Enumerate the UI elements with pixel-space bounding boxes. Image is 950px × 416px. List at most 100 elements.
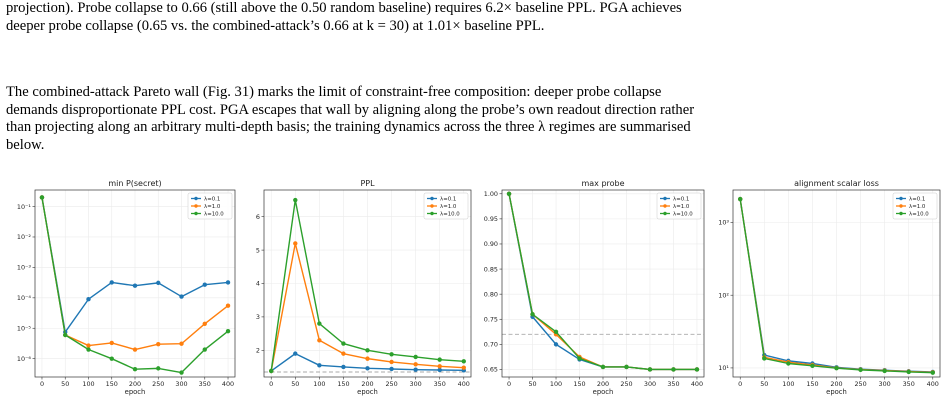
data-point [389,366,394,372]
x-axis-label: epoch [593,388,614,396]
legend-marker [194,211,198,216]
training-dynamics-figure: min P(secret) 0 50 100 150 200 250 300 350 400 epo… [0,178,950,416]
y-tick-label: 0.80 [484,290,498,298]
y-tick-label: 3 [256,313,260,321]
legend-label: λ=1.0 [204,204,221,210]
data-point [202,347,207,352]
data-point [109,280,114,285]
y-tick-label: 4 [256,280,260,288]
legend-label: λ=10.0 [909,211,929,217]
x-tick-label: 300 [879,380,891,388]
y-tick-label: 1.00 [484,190,498,198]
data-point [132,367,138,372]
figure-svg: min P(secret)0 50 100 150 200 250 300 350 400epo… [17,179,941,396]
legend-label: λ=1.0 [673,204,690,210]
y-tick-label: 0.90 [484,240,498,248]
y-tick-label: 10² [718,291,729,299]
x-tick-label: 250 [385,380,397,388]
data-point [132,347,138,352]
data-point [86,297,91,302]
chart-panel-4: alignment scalar loss 0 50 100 150 200 250 300 3… [718,179,941,396]
data-point [179,370,184,375]
data-point [365,366,370,371]
y-tick-label: 10⁻³ [17,264,32,272]
data-point [63,332,68,338]
legend-marker [430,196,434,201]
x-tick-label: 0 [738,380,742,388]
data-point [317,338,322,343]
x-axis-label: epoch [826,388,847,396]
data-point [317,363,322,368]
data-point [930,370,935,375]
data-point [506,191,512,196]
x-tick-label: 0 [269,380,273,388]
data-point [156,366,161,371]
data-point [293,241,298,246]
data-point [413,362,418,367]
data-point [461,359,466,364]
data-point [202,282,207,287]
data-point [786,361,791,366]
legend-label: λ=0.1 [673,196,689,202]
x-tick-label: 350 [199,380,211,388]
paragraph-line: than projecting along an arbitrary multi… [6,119,691,135]
x-tick-label: 200 [830,380,842,388]
data-point [39,195,45,200]
legend-label: λ=0.1 [204,196,220,202]
legend-box [656,192,702,220]
data-point [132,283,138,288]
data-point [694,367,700,372]
data-point [365,356,370,361]
legend-marker [899,204,903,208]
legend-box [892,192,938,220]
paragraph-line: projection). Probe collapse to 0.66 (sti… [6,0,682,16]
legend-label: λ=10.0 [673,211,693,217]
x-tick-label: 200 [361,380,373,388]
x-tick-label: 50 [760,380,768,388]
data-point [553,342,559,347]
legend-label: λ=0.1 [909,196,925,202]
data-point [109,340,114,346]
legend-label: λ=1.0 [909,204,926,210]
data-point [389,359,394,365]
x-tick-label: 100 [550,380,562,388]
data-point [624,364,629,370]
y-tick-label: 0.95 [484,215,498,223]
data-point [858,367,863,373]
legend-marker [899,211,903,216]
x-tick-label: 100 [82,380,94,388]
x-axis-label: epoch [357,388,378,396]
chart-panel-1: min P(secret) 0 50 100 150 200 250 300 350 400 epo… [17,179,236,396]
data-point [389,352,394,357]
y-tick-label: 10⁻⁴ [17,294,32,302]
x-tick-label: 100 [313,380,325,388]
y-tick-label: 0.75 [484,315,498,323]
y-tick-label: 10¹ [718,364,729,372]
data-point [341,341,346,346]
chart-panel-3: max probe 0 50 100 150 200 250 300 350 400 epoch 0.… [484,179,705,396]
y-tick-label: 10⁻¹ [17,203,32,211]
data-point [293,351,298,356]
x-tick-label: 300 [644,380,656,388]
y-tick-label: 6 [256,213,260,221]
data-point [341,364,346,370]
x-tick-label: 150 [806,380,818,388]
legend-marker [899,196,903,201]
data-point [156,280,161,286]
data-point [882,368,887,374]
paragraph-pareto-wall: The combined-attack Pareto wall (Fig. 31… [6,84,944,154]
x-tick-label: 50 [291,380,299,388]
legend-label: λ=1.0 [440,204,457,210]
data-point [365,348,370,353]
data-point [906,369,911,375]
x-tick-label: 0 [507,380,511,388]
data-point [810,363,815,368]
data-point [225,280,231,285]
data-point [530,312,535,317]
x-tick-label: 100 [782,380,794,388]
data-point [341,351,346,356]
x-tick-label: 400 [458,380,470,388]
x-tick-label: 300 [410,380,422,388]
legend-marker [663,196,667,201]
data-point [179,294,184,299]
